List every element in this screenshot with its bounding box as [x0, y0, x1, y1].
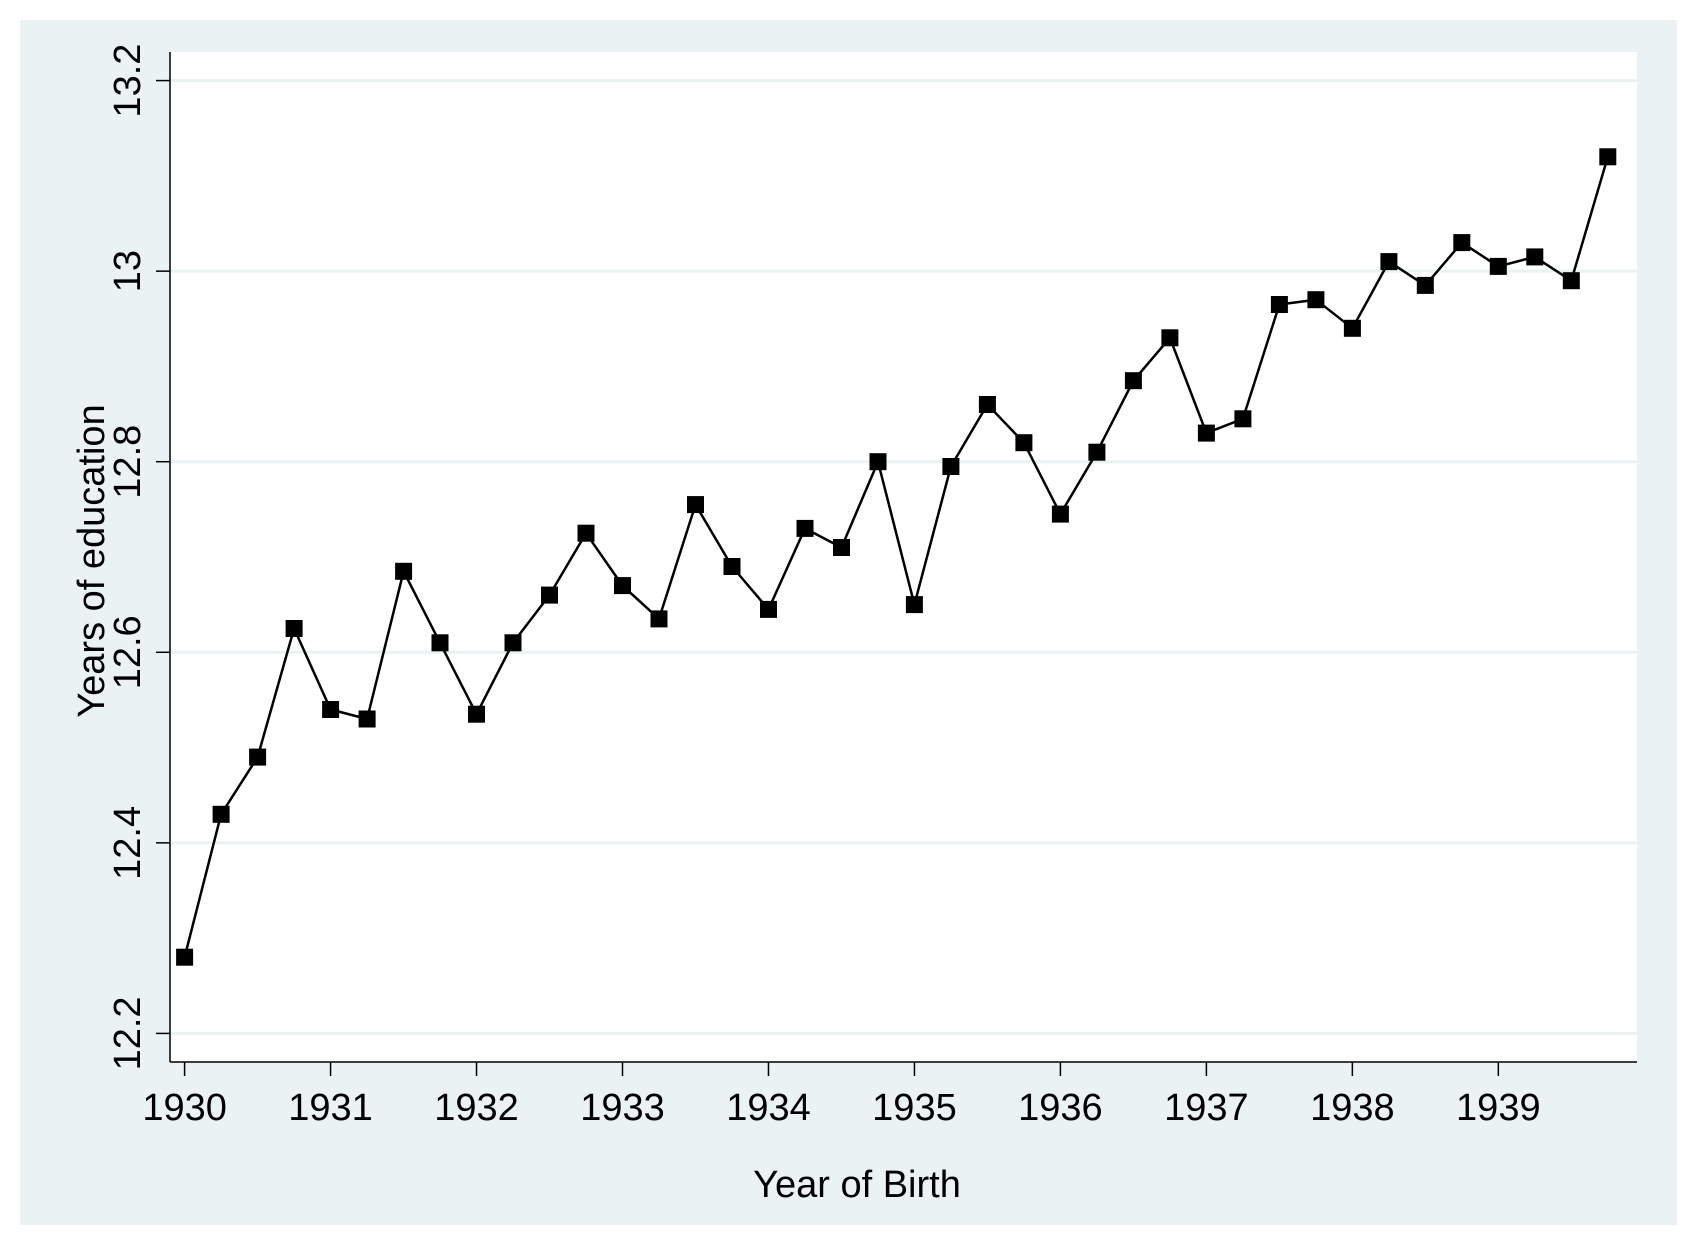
data-point [1526, 248, 1544, 266]
data-point [687, 496, 704, 514]
data-point [1124, 372, 1142, 390]
data-point [322, 701, 340, 718]
x-tick-label: 1933 [580, 1087, 665, 1129]
data-point [249, 748, 267, 766]
data-point [723, 558, 741, 575]
data-point [1051, 505, 1069, 523]
data-point [833, 539, 850, 556]
data-point [285, 620, 303, 637]
data-point [212, 805, 230, 823]
data-point [468, 705, 485, 723]
data-point [577, 524, 595, 542]
data-point [1197, 424, 1215, 442]
data-point [1453, 234, 1471, 252]
data-point [1343, 319, 1361, 337]
axes [169, 52, 1637, 1063]
x-tick-label: 1930 [142, 1087, 227, 1129]
y-tick-label: 12.2 [107, 996, 149, 1070]
data-point [760, 600, 777, 618]
data-point [1270, 296, 1288, 313]
y-axis-title: Years of education [71, 404, 113, 717]
x-tick-label: 1935 [872, 1087, 957, 1129]
data-point [614, 577, 631, 595]
y-tick-label: 12.8 [107, 425, 149, 499]
x-tick-label: 1936 [1018, 1087, 1103, 1129]
data-point [431, 634, 449, 652]
y-tick-label: 13 [107, 250, 149, 292]
y-tick-label: 12.4 [107, 806, 149, 880]
x-tick-label: 1932 [434, 1087, 519, 1129]
x-tick-label: 1939 [1456, 1087, 1541, 1129]
y-axis-ticks: 12.2 12.4 12.6 12.8 13 13.2 [107, 44, 170, 1070]
data-point [978, 396, 996, 413]
data-point [358, 710, 376, 728]
data-point [650, 610, 668, 628]
series [176, 148, 1617, 966]
y-tick-label: 13.2 [107, 44, 149, 118]
data-point [869, 453, 887, 471]
data-point [1489, 257, 1507, 275]
data-point [796, 519, 814, 537]
data-point [942, 458, 960, 475]
data-point [541, 586, 558, 604]
data-point [1161, 329, 1179, 347]
data-point [1562, 272, 1580, 290]
series-line [183, 156, 1609, 958]
data-point [1088, 443, 1106, 461]
data-point [1015, 434, 1033, 452]
data-point [1416, 276, 1434, 294]
x-axis-title: Year of Birth [753, 1164, 961, 1206]
x-tick-label: 1937 [1164, 1087, 1249, 1129]
x-axis-ticks: 1930 1931 1932 1933 1934 1935 1936 1937 1938 1939 [142, 1062, 1541, 1129]
data-point [1307, 291, 1325, 309]
data-point [1380, 253, 1398, 271]
data-point [504, 634, 522, 652]
data-point [176, 948, 194, 966]
data-point [395, 562, 413, 580]
x-tick-label: 1931 [288, 1087, 373, 1129]
x-tick-label: 1938 [1310, 1087, 1395, 1129]
data-point [1234, 410, 1252, 428]
y-tick-label: 12.6 [107, 615, 149, 689]
data-point [905, 596, 923, 614]
gridlines [170, 79, 1637, 1035]
data-point [1599, 148, 1617, 166]
x-tick-label: 1934 [726, 1087, 811, 1129]
